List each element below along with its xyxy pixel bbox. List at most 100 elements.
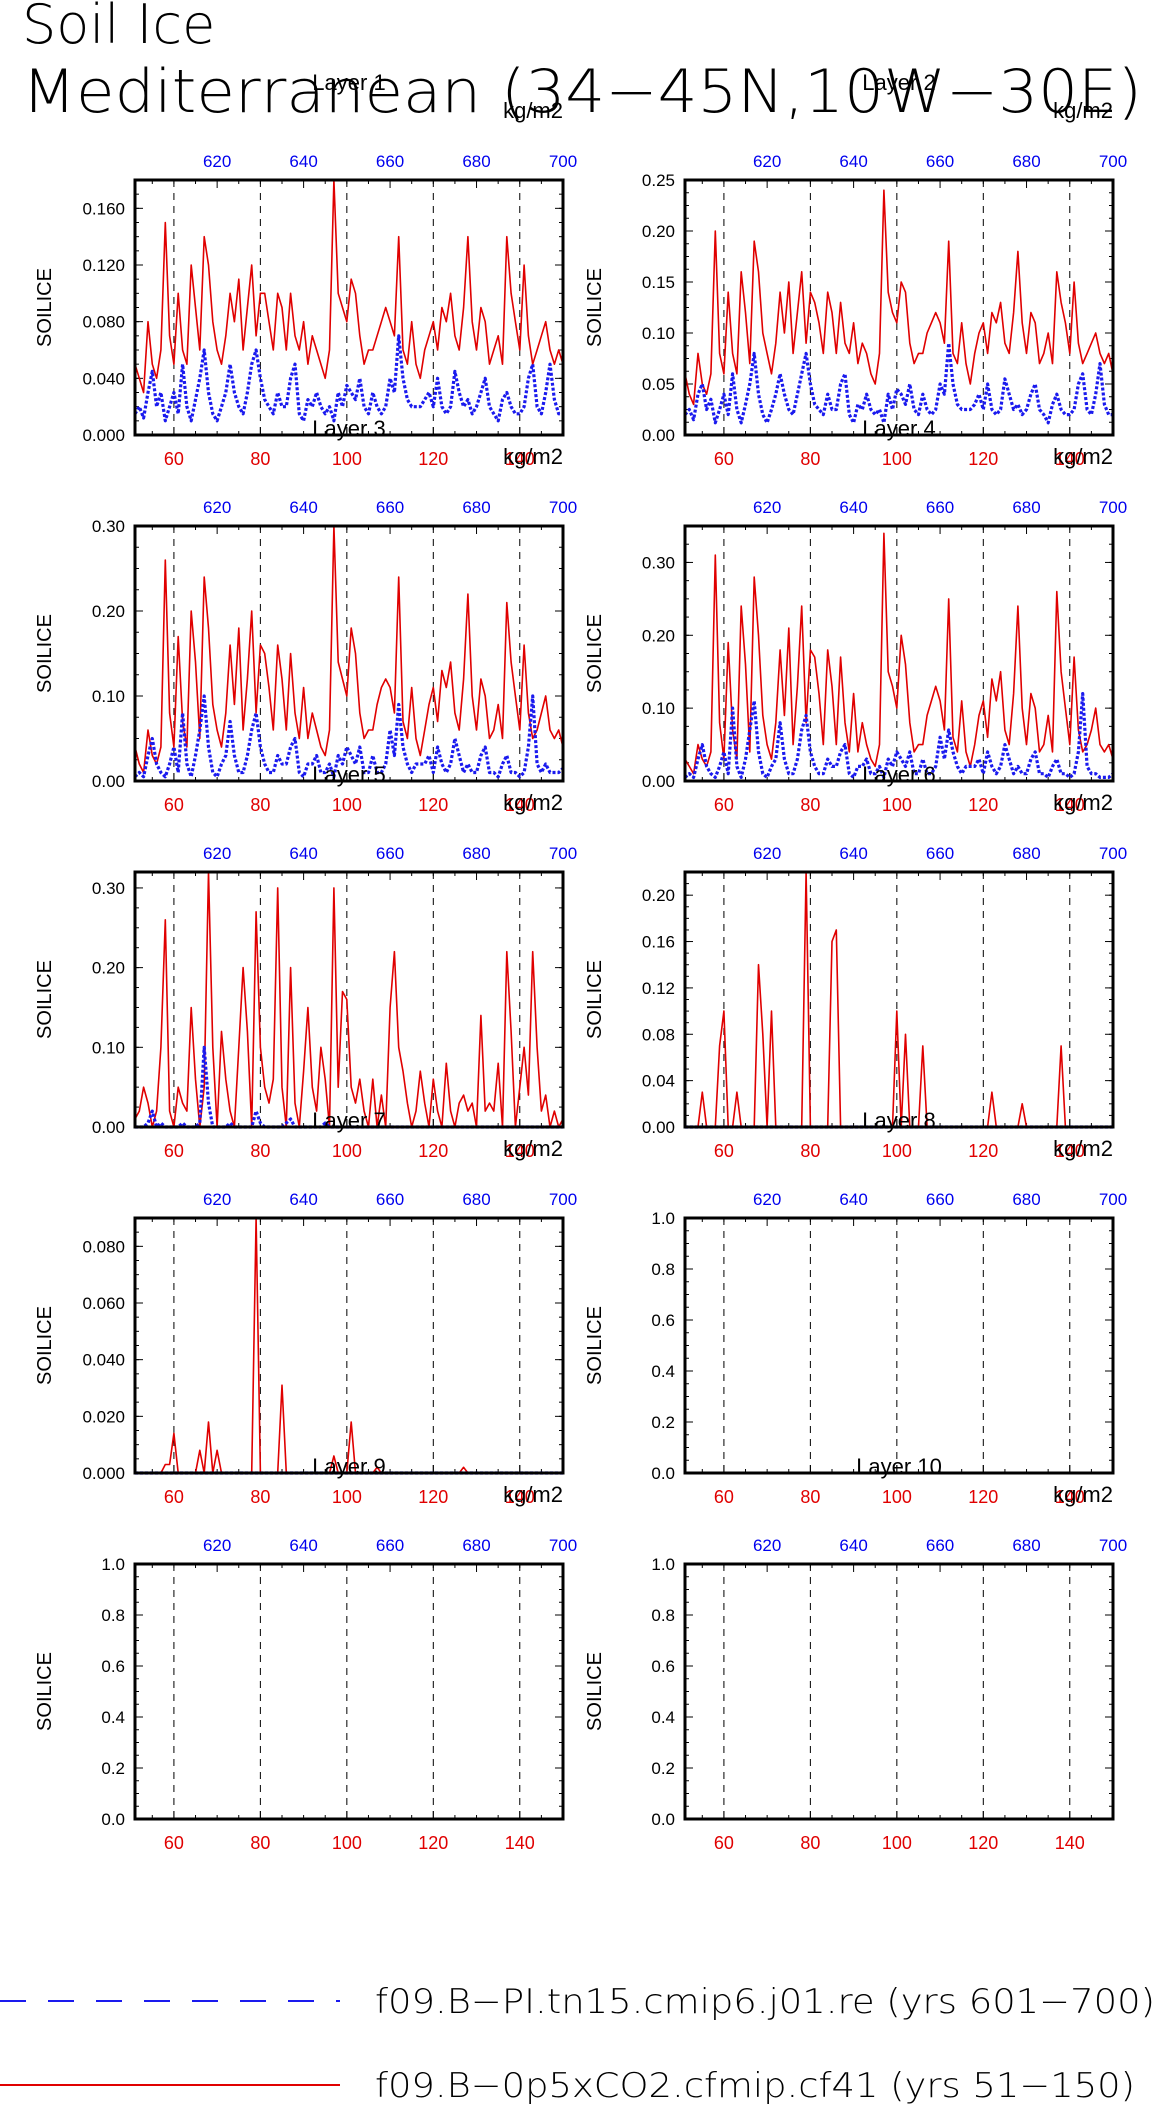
x-tick-label: 60 <box>714 1487 734 1507</box>
figure-title-line2: Mediterranean (34−45N,10W−30E) <box>22 57 1142 127</box>
x-tick-label: 120 <box>418 795 448 815</box>
panel-title: Layer 9 <box>312 1454 385 1479</box>
top-x-tick-label: 680 <box>1012 1536 1040 1555</box>
top-axis-unit: kg/m2 <box>503 98 563 123</box>
panel-3: Layer 3 kg/m2 SOILICE 0.00 0.10 0.20 0.30 60 80 1… <box>34 416 577 815</box>
top-x-tick-label: 680 <box>462 498 490 517</box>
x-tick-label: 140 <box>505 1141 535 1161</box>
x-tick-label: 120 <box>418 1833 448 1853</box>
top-x-tick-label: 660 <box>376 844 404 863</box>
top-x-tick-label: 700 <box>1099 844 1127 863</box>
y-tick-label: 0.000 <box>82 426 125 445</box>
top-x-tick-label: 680 <box>462 844 490 863</box>
x-tick-label: 120 <box>418 1141 448 1161</box>
y-tick-label: 0.10 <box>642 324 675 343</box>
y-tick-label: 0.020 <box>82 1407 125 1426</box>
y-tick-label: 0.4 <box>101 1708 125 1727</box>
plot-frame <box>683 870 1115 1129</box>
plot-frame <box>683 1562 1115 1821</box>
x-tick-label: 100 <box>882 1487 912 1507</box>
x-tick-label: 140 <box>505 1487 535 1507</box>
y-tick-label: 0.080 <box>82 313 125 332</box>
y-axis-label: SOILICE <box>584 1306 606 1385</box>
plot-frame <box>133 1562 565 1821</box>
top-x-tick-label: 640 <box>839 1536 867 1555</box>
top-axis-unit: kg/m2 <box>1053 1136 1113 1161</box>
top-x-tick-label: 680 <box>1012 1190 1040 1209</box>
y-tick-label: 0.080 <box>82 1237 125 1256</box>
top-x-tick-label: 640 <box>289 152 317 171</box>
top-x-tick-label: 620 <box>203 844 231 863</box>
panel-7: Layer 7 kg/m2 SOILICE 0.000 0.020 0.040 0.060 0… <box>34 1108 577 1507</box>
y-tick-label: 0.8 <box>651 1606 675 1625</box>
x-tick-label: 60 <box>714 795 734 815</box>
legend: f09.B−PI.tn15.cmip6.j01.re (yrs 601−700)… <box>0 1982 1155 2106</box>
top-x-tick-label: 680 <box>462 152 490 171</box>
y-tick-label: 0.6 <box>651 1311 675 1330</box>
top-x-tick-label: 620 <box>753 498 781 517</box>
x-tick-label: 140 <box>505 449 535 469</box>
top-x-tick-label: 660 <box>376 1536 404 1555</box>
top-x-tick-label: 700 <box>549 1536 577 1555</box>
y-tick-label: 0.00 <box>92 772 125 791</box>
y-tick-label: 0.20 <box>92 959 125 978</box>
y-tick-label: 0.15 <box>642 273 675 292</box>
series-line-control <box>133 334 563 423</box>
top-x-tick-label: 620 <box>753 1536 781 1555</box>
panel-title: Layer 3 <box>312 416 385 441</box>
x-tick-label: 80 <box>800 1141 820 1161</box>
panel-title: Layer 1 <box>312 70 385 95</box>
y-tick-label: 0.040 <box>82 369 125 388</box>
panel-2: Layer 2 kg/m2 SOILICE 0.00 0.05 0.10 0.15 0.20 0… <box>584 70 1127 469</box>
x-tick-label: 140 <box>1055 1833 1085 1853</box>
top-x-tick-label: 680 <box>1012 844 1040 863</box>
x-tick-label: 140 <box>1055 1141 1085 1161</box>
top-x-tick-label: 640 <box>839 152 867 171</box>
y-tick-label: 0.8 <box>651 1260 675 1279</box>
x-tick-label: 80 <box>800 795 820 815</box>
x-tick-label: 60 <box>714 1833 734 1853</box>
top-x-tick-label: 660 <box>376 152 404 171</box>
y-tick-label: 0.060 <box>82 1294 125 1313</box>
plot-frame <box>133 870 565 1129</box>
top-x-tick-label: 660 <box>926 498 954 517</box>
y-tick-label: 0.040 <box>82 1351 125 1370</box>
legend-label-control: f09.B−PI.tn15.cmip6.j01.re (yrs 601−700) <box>375 1982 1155 2022</box>
y-tick-label: 0.20 <box>642 886 675 905</box>
x-tick-label: 80 <box>800 449 820 469</box>
y-tick-label: 1.0 <box>651 1209 675 1228</box>
y-tick-label: 0.6 <box>101 1657 125 1676</box>
series-line-experiment <box>684 189 1114 406</box>
x-tick-label: 120 <box>968 795 998 815</box>
top-x-tick-label: 680 <box>1012 152 1040 171</box>
panel-title: Layer 4 <box>862 416 935 441</box>
x-tick-label: 120 <box>968 449 998 469</box>
panel-title: Layer 10 <box>856 1454 942 1479</box>
x-tick-label: 60 <box>714 1141 734 1161</box>
panel-8: Layer 8 kg/m2 SOILICE 0.0 0.2 0.4 0.6 0.8 1.0 60 8… <box>584 1108 1127 1507</box>
x-tick-label: 100 <box>882 1833 912 1853</box>
y-tick-label: 1.0 <box>101 1555 125 1574</box>
series-line-experiment <box>134 525 564 774</box>
top-axis-unit: kg/m2 <box>1053 1482 1113 1507</box>
y-tick-label: 0.000 <box>82 1464 125 1483</box>
x-tick-label: 60 <box>714 449 734 469</box>
x-tick-label: 80 <box>800 1833 820 1853</box>
top-x-tick-label: 620 <box>753 152 781 171</box>
x-tick-label: 120 <box>418 1487 448 1507</box>
top-x-tick-label: 700 <box>549 844 577 863</box>
x-tick-label: 140 <box>1055 449 1085 469</box>
top-x-tick-label: 660 <box>926 152 954 171</box>
x-tick-label: 60 <box>164 449 184 469</box>
y-tick-label: 0.30 <box>92 879 125 898</box>
y-tick-label: 0.12 <box>642 979 675 998</box>
top-x-tick-label: 700 <box>1099 1536 1127 1555</box>
top-axis-unit: kg/m2 <box>1053 98 1113 123</box>
top-x-tick-label: 640 <box>289 1536 317 1555</box>
y-tick-label: 0.10 <box>642 699 675 718</box>
top-x-tick-label: 680 <box>462 1536 490 1555</box>
top-x-tick-label: 680 <box>1012 498 1040 517</box>
top-axis-unit: kg/m2 <box>503 1136 563 1161</box>
top-x-tick-label: 640 <box>289 844 317 863</box>
